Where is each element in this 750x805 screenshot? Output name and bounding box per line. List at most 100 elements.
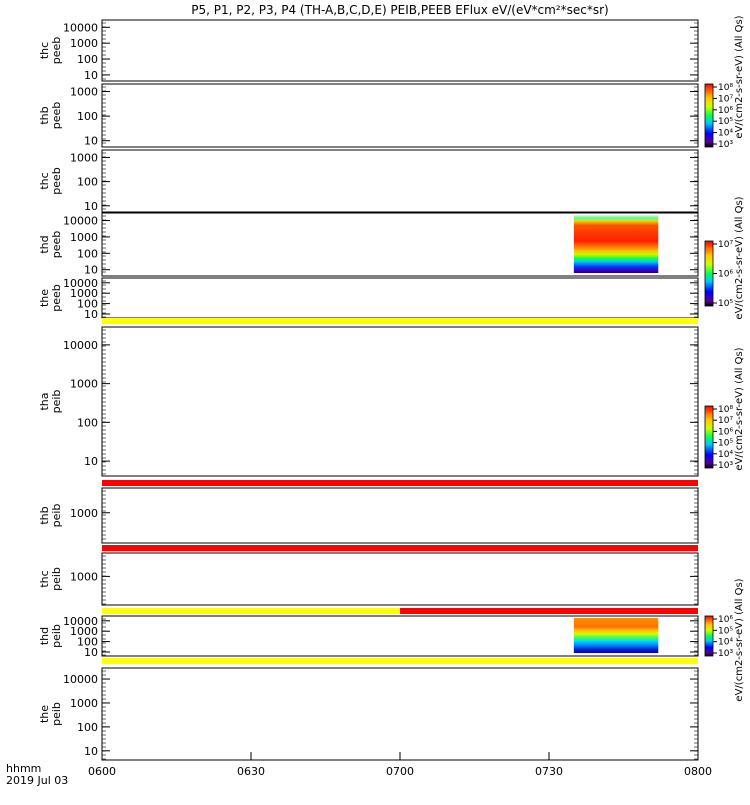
xtick-label: 0800 (684, 765, 712, 778)
xtick-label: 0730 (535, 765, 563, 778)
panel-sc-label: thd (38, 627, 51, 645)
panel-species-label: peib (50, 390, 63, 414)
panel-species-label: peib (50, 702, 63, 726)
panel-sc-label: tha (38, 392, 51, 410)
panel-tha-peib: 10000 1000 100 10 tha peib (38, 326, 699, 477)
xtick-label: 0630 (237, 765, 265, 778)
panel-frame (101, 552, 699, 606)
colorbar-tick-label: 10⁴ (718, 129, 733, 139)
ytick-label: 10000 (63, 339, 98, 352)
colorbar-tick-label: 10⁷ (718, 94, 733, 104)
panel-species-label: peib (50, 567, 63, 591)
panel-frame (101, 326, 699, 477)
ytick-label: 10 (84, 308, 98, 321)
ytick-label: 1000 (70, 86, 98, 99)
colorbar-gradient (704, 83, 714, 148)
colorbar-tick-label: 10⁵ (718, 117, 733, 127)
colorbar-tick-label: 10⁷ (718, 416, 733, 426)
panel-frame (101, 277, 699, 319)
ytick-label: 100 (77, 636, 98, 649)
chart-title: P5, P1, P2, P3, P4 (TH-A,B,C,D,E) PEIB,P… (191, 3, 608, 17)
colorbar-tick-label: 10³ (718, 461, 733, 471)
ytick-label: 10 (84, 69, 98, 82)
panel-frame (101, 83, 699, 148)
panel-label: the peib (38, 702, 63, 726)
ytick-label: 10000 (63, 615, 98, 628)
colorbar-gradient (704, 405, 714, 469)
colorbar-tick-label: 10⁶ (718, 615, 733, 625)
panel-species-label: peib (50, 504, 63, 528)
date-label: 2019 Jul 03 (6, 774, 68, 787)
ytick-label: 10000 (63, 277, 98, 290)
ytick-label: 10 (84, 264, 98, 277)
panel-sc-label: thd (38, 235, 51, 253)
colorbar-tick-label: 10⁸ (718, 405, 733, 415)
colorbar-cb2: 10⁷ 10⁶ 10⁵ eV/(cm2-s-sr-eV) (All Qs) (704, 196, 745, 320)
panel-label: thd peib (38, 624, 63, 648)
ytick-label: 10 (84, 646, 98, 659)
colorbar-tick-label: 10⁶ (718, 427, 733, 437)
colorbar-units: eV/(cm2-s-sr-eV) (All Qs) (734, 578, 745, 701)
panel-label: thc peeb (38, 37, 63, 65)
panel-thb-peeb: 1000 100 10 thb peeb (38, 83, 699, 148)
colorbar-unit-label: eV/(cm2-s-sr-eV) (All Qs) (734, 196, 745, 319)
status-bar-red (400, 608, 698, 614)
panel-label: thd peeb (38, 231, 63, 259)
panel-frame (101, 19, 699, 82)
status-bars-group (102, 318, 698, 664)
colorbar-tick-label: 10⁶ (718, 270, 733, 280)
panel-sc-label: thb (38, 506, 51, 524)
colorbar-tick-label: 10⁵ (718, 626, 733, 636)
ytick-label: 1000 (70, 37, 98, 50)
ytick-label: 10000 (63, 215, 98, 228)
ytick-label: 10 (84, 200, 98, 213)
status-bar-yellow (102, 658, 698, 664)
time-axis-label: hhmm (6, 762, 41, 775)
panel-thb-peib: 1000 thb peib (38, 487, 699, 544)
colorbar-units: eV/(cm2-s-sr-eV) (All Qs) (734, 196, 745, 319)
panel-sc-label: thc (38, 42, 51, 59)
ytick-label: 1000 (70, 625, 98, 638)
ytick-label: 100 (77, 53, 98, 66)
panel-species-label: peib (50, 624, 63, 648)
panel-sc-label: the (38, 705, 51, 723)
colorbar-tick-label: 10⁵ (718, 299, 733, 309)
ytick-label: 100 (77, 298, 98, 311)
colorbar-unit-label: eV/(cm2-s-sr-eV) (All Qs) (734, 578, 745, 701)
panel-label: the peeb (38, 284, 63, 312)
spectrogram-data (573, 215, 659, 273)
panel-thc-peeb: 1000 100 10 thc peeb (38, 149, 699, 213)
colorbar-tick-label: 10³ (718, 140, 733, 150)
panel-thc-peeb: 10000 1000 100 10 thc peeb (38, 19, 699, 82)
panel-thd-peeb: 10000 1000 100 10 thd peeb (38, 212, 699, 277)
colorbar-units: eV/(cm2-s-sr-eV) (All Qs) (734, 15, 745, 138)
spectrogram-data (573, 618, 659, 653)
panel-sc-label: thc (38, 570, 51, 587)
colorbar-tick-label: 10⁶ (718, 106, 733, 116)
colorbar-unit-label: eV/(cm2-s-sr-eV) (All Qs) (734, 347, 745, 470)
colorbar-tick-label: 10⁸ (718, 83, 733, 93)
colorbar-gradient (704, 615, 714, 657)
status-bar-yellow (102, 608, 400, 614)
panel-sc-label: thb (38, 106, 51, 124)
panel-frame (101, 487, 699, 544)
panel-species-label: peeb (50, 37, 63, 65)
panel-sc-label: thc (38, 172, 51, 189)
ytick-label: 100 (77, 176, 98, 189)
ytick-label: 1000 (70, 378, 98, 391)
panel-frame (101, 149, 699, 213)
x-axis: 0600 0630 0700 0730 0800 (88, 752, 712, 778)
ytick-label: 10 (84, 455, 98, 468)
ytick-label: 1000 (70, 570, 98, 583)
status-bar-yellow (102, 318, 698, 324)
panel-sc-label: the (38, 289, 51, 307)
panel-label: tha peib (38, 390, 63, 414)
colorbar-tick-label: 10³ (718, 649, 733, 659)
ytick-label: 1000 (70, 231, 98, 244)
colorbar-tick-label: 10⁵ (718, 439, 733, 449)
